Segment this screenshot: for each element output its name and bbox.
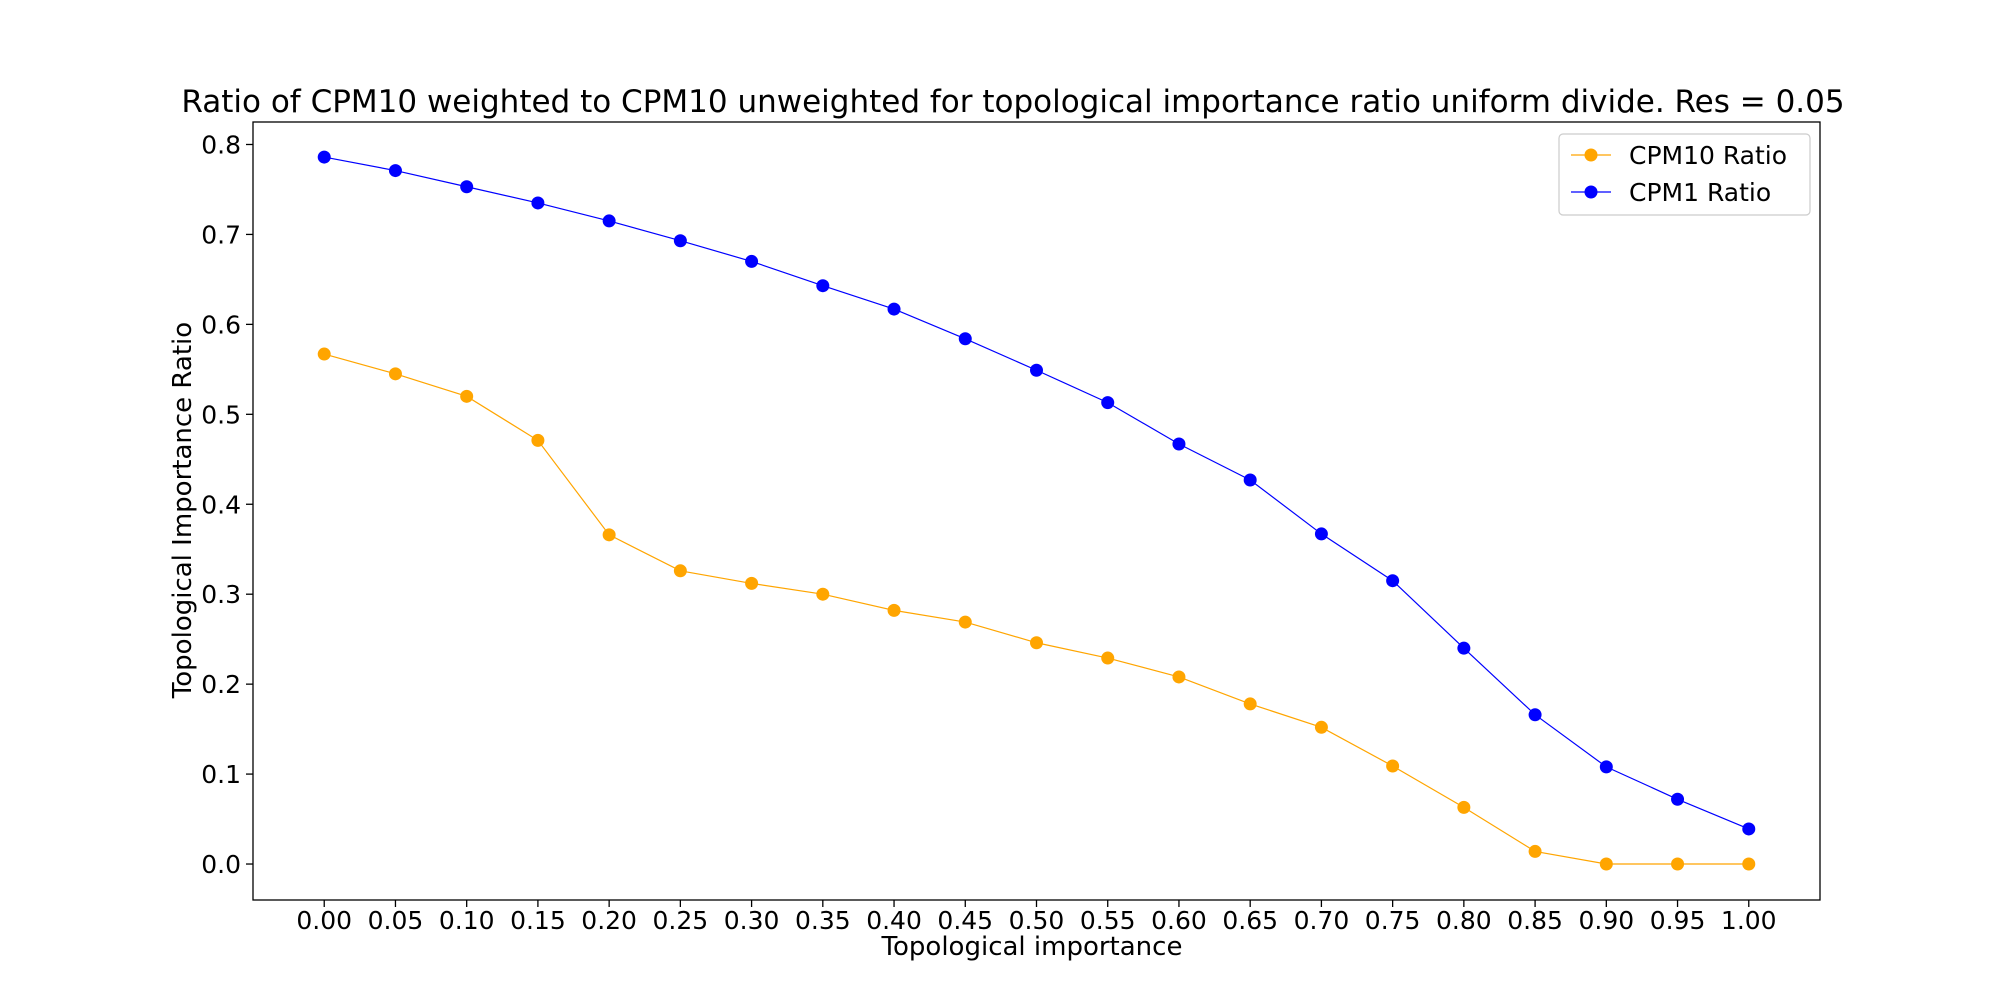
data-point xyxy=(816,279,830,293)
data-point xyxy=(460,180,474,194)
legend-item: CPM10 Ratio xyxy=(1571,141,1787,170)
data-point xyxy=(1671,792,1685,806)
data-point xyxy=(1030,636,1043,650)
x-tick-label: 0.00 xyxy=(296,906,352,935)
legend-label: CPM1 Ratio xyxy=(1629,178,1771,207)
legend-marker xyxy=(1584,185,1598,199)
data-point xyxy=(1101,651,1115,665)
x-tick-label: 0.40 xyxy=(866,906,922,935)
data-point xyxy=(1101,396,1115,410)
data-point xyxy=(958,615,972,629)
data-point xyxy=(1742,857,1756,871)
x-tick-label: 0.15 xyxy=(510,906,566,935)
data-point xyxy=(745,254,759,268)
x-tick-label: 0.20 xyxy=(581,906,637,935)
y-tick-label: 0.5 xyxy=(201,400,241,429)
legend-item: CPM1 Ratio xyxy=(1571,178,1771,207)
data-point xyxy=(1386,574,1400,588)
x-tick-label: 0.25 xyxy=(653,906,709,935)
data-point xyxy=(1172,670,1186,684)
data-point xyxy=(602,214,616,228)
legend-marker xyxy=(1584,148,1598,162)
y-tick-label: 0.6 xyxy=(201,310,241,339)
x-tick-label: 0.35 xyxy=(795,906,851,935)
data-point xyxy=(673,564,687,578)
data-point xyxy=(1528,708,1542,722)
x-tick-label: 0.70 xyxy=(1294,906,1350,935)
data-point xyxy=(531,196,545,210)
legend-label: CPM10 Ratio xyxy=(1629,141,1787,170)
series-2 xyxy=(317,150,1756,836)
x-tick-label: 0.65 xyxy=(1222,906,1278,935)
data-point xyxy=(673,234,687,248)
data-point xyxy=(602,528,616,542)
x-axis-label: Topological importance xyxy=(881,932,1183,962)
x-tick-label: 0.95 xyxy=(1650,906,1706,935)
x-tick-label: 0.60 xyxy=(1151,906,1207,935)
x-tick-label: 0.30 xyxy=(724,906,780,935)
y-tick-label: 0.3 xyxy=(201,580,241,609)
x-tick-label: 0.75 xyxy=(1365,906,1421,935)
data-point xyxy=(1457,641,1471,655)
legend-box xyxy=(1558,133,1811,216)
data-point xyxy=(1314,720,1328,734)
data-point xyxy=(1030,363,1043,377)
x-tick-label: 0.10 xyxy=(439,906,495,935)
x-tick-label: 0.05 xyxy=(368,906,424,935)
data-point xyxy=(388,164,402,178)
y-tick-label: 0.4 xyxy=(201,490,241,519)
data-point xyxy=(816,587,830,601)
data-point xyxy=(317,347,331,361)
y-tick-label: 0.0 xyxy=(201,850,241,879)
data-point xyxy=(1599,857,1613,871)
x-tick-label: 0.90 xyxy=(1578,906,1634,935)
chart-title: Ratio of CPM10 weighted to CPM10 unweigh… xyxy=(181,84,1844,120)
x-tick-label: 0.45 xyxy=(937,906,993,935)
data-point xyxy=(745,576,759,590)
data-point xyxy=(1314,527,1328,541)
data-point xyxy=(1243,473,1257,487)
y-tick-label: 0.8 xyxy=(201,130,241,159)
x-tick-label: 0.55 xyxy=(1080,906,1136,935)
plot-area: 0.00 0.05 0.10 0.15 0.20 0.25 0.30 0.35 0.40 0.45… xyxy=(201,121,1821,935)
y-axis-label: Topological Importance Ratio xyxy=(168,322,198,699)
data-point xyxy=(317,150,331,164)
data-point xyxy=(388,367,402,381)
data-point xyxy=(1457,800,1471,814)
data-point xyxy=(460,389,474,403)
data-point xyxy=(1386,759,1400,773)
x-tick-label: 1.00 xyxy=(1721,906,1777,935)
y-tick-label: 0.1 xyxy=(201,760,241,789)
y-tick-label: 0.2 xyxy=(201,670,241,699)
data-point xyxy=(531,433,545,447)
data-point xyxy=(1742,822,1756,836)
x-tick-label: 0.50 xyxy=(1009,906,1065,935)
data-point xyxy=(1172,437,1186,451)
data-point xyxy=(887,302,901,316)
data-point xyxy=(958,332,972,346)
data-point xyxy=(887,603,901,617)
x-tick-label: 0.85 xyxy=(1507,906,1563,935)
data-point xyxy=(1671,857,1685,871)
data-point xyxy=(1243,697,1257,711)
y-tick-label: 0.7 xyxy=(201,220,241,249)
series-1 xyxy=(317,347,1756,871)
legend: CPM10 Ratio CPM1 Ratio xyxy=(1558,133,1811,216)
x-tick-label: 0.80 xyxy=(1436,906,1492,935)
data-point xyxy=(1528,844,1542,858)
data-point xyxy=(1599,760,1613,774)
